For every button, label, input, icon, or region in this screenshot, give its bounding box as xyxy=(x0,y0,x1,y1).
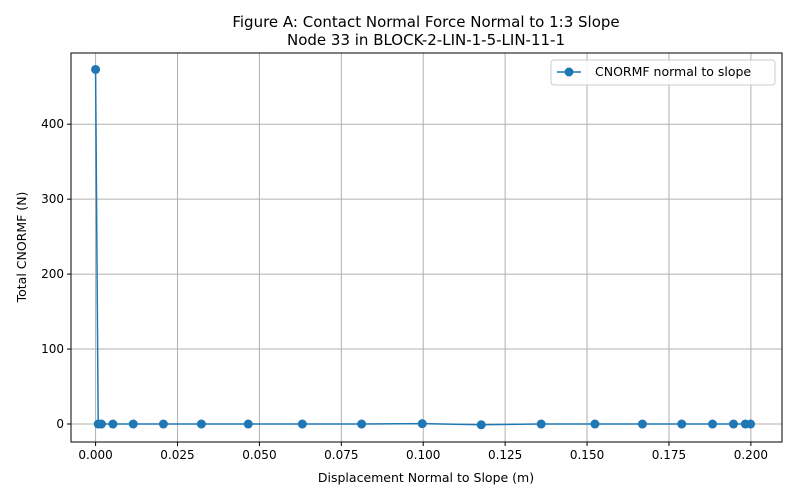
x-tick-label: 0.175 xyxy=(652,448,686,462)
data-point xyxy=(158,419,168,429)
x-axis-label: Displacement Normal to Slope (m) xyxy=(318,470,534,485)
y-tick-label: 100 xyxy=(41,342,64,356)
grid xyxy=(71,53,782,442)
data-point xyxy=(746,419,756,429)
x-tick-label: 0.000 xyxy=(78,448,112,462)
y-tick-label: 400 xyxy=(41,117,64,131)
data-point xyxy=(96,419,106,429)
x-tick-label: 0.125 xyxy=(488,448,522,462)
data-point xyxy=(708,419,718,429)
chart-subtitle: Node 33 in BLOCK-2-LIN-1-5-LIN-11-1 xyxy=(287,31,565,49)
x-tick-label: 0.150 xyxy=(570,448,604,462)
data-point xyxy=(637,419,647,429)
data-point xyxy=(677,419,687,429)
x-tick-label: 0.100 xyxy=(406,448,440,462)
legend: CNORMF normal to slope xyxy=(550,59,776,86)
data-point xyxy=(297,419,307,429)
legend-label: CNORMF normal to slope xyxy=(595,64,751,79)
data-point xyxy=(128,419,138,429)
data-point xyxy=(417,419,427,429)
y-tick-label: 0 xyxy=(56,417,64,431)
x-tick-label: 0.025 xyxy=(160,448,194,462)
data-point xyxy=(729,419,739,429)
data-point xyxy=(590,419,600,429)
x-tick-label: 0.050 xyxy=(242,448,276,462)
y-axis-label: Total CNORMF (N) xyxy=(14,192,29,304)
data-point xyxy=(108,419,118,429)
chart-title: Figure A: Contact Normal Force Normal to… xyxy=(232,13,619,31)
data-point xyxy=(196,419,206,429)
legend-marker-swatch xyxy=(564,67,574,77)
data-point xyxy=(536,419,546,429)
data-point xyxy=(357,419,367,429)
x-tick-label: 0.200 xyxy=(734,448,768,462)
legend-box xyxy=(550,59,776,86)
series xyxy=(91,64,756,430)
data-point xyxy=(91,64,101,74)
axis-ticks: 0.000 0.025 0.050 0.075 0.100 0.125 0.150 0.175… xyxy=(41,117,768,462)
y-tick-label: 200 xyxy=(41,267,64,281)
data-point xyxy=(243,419,253,429)
x-tick-label: 0.075 xyxy=(324,448,358,462)
plot-frame xyxy=(70,52,783,443)
data-point xyxy=(476,420,486,430)
y-tick-label: 300 xyxy=(41,192,64,206)
